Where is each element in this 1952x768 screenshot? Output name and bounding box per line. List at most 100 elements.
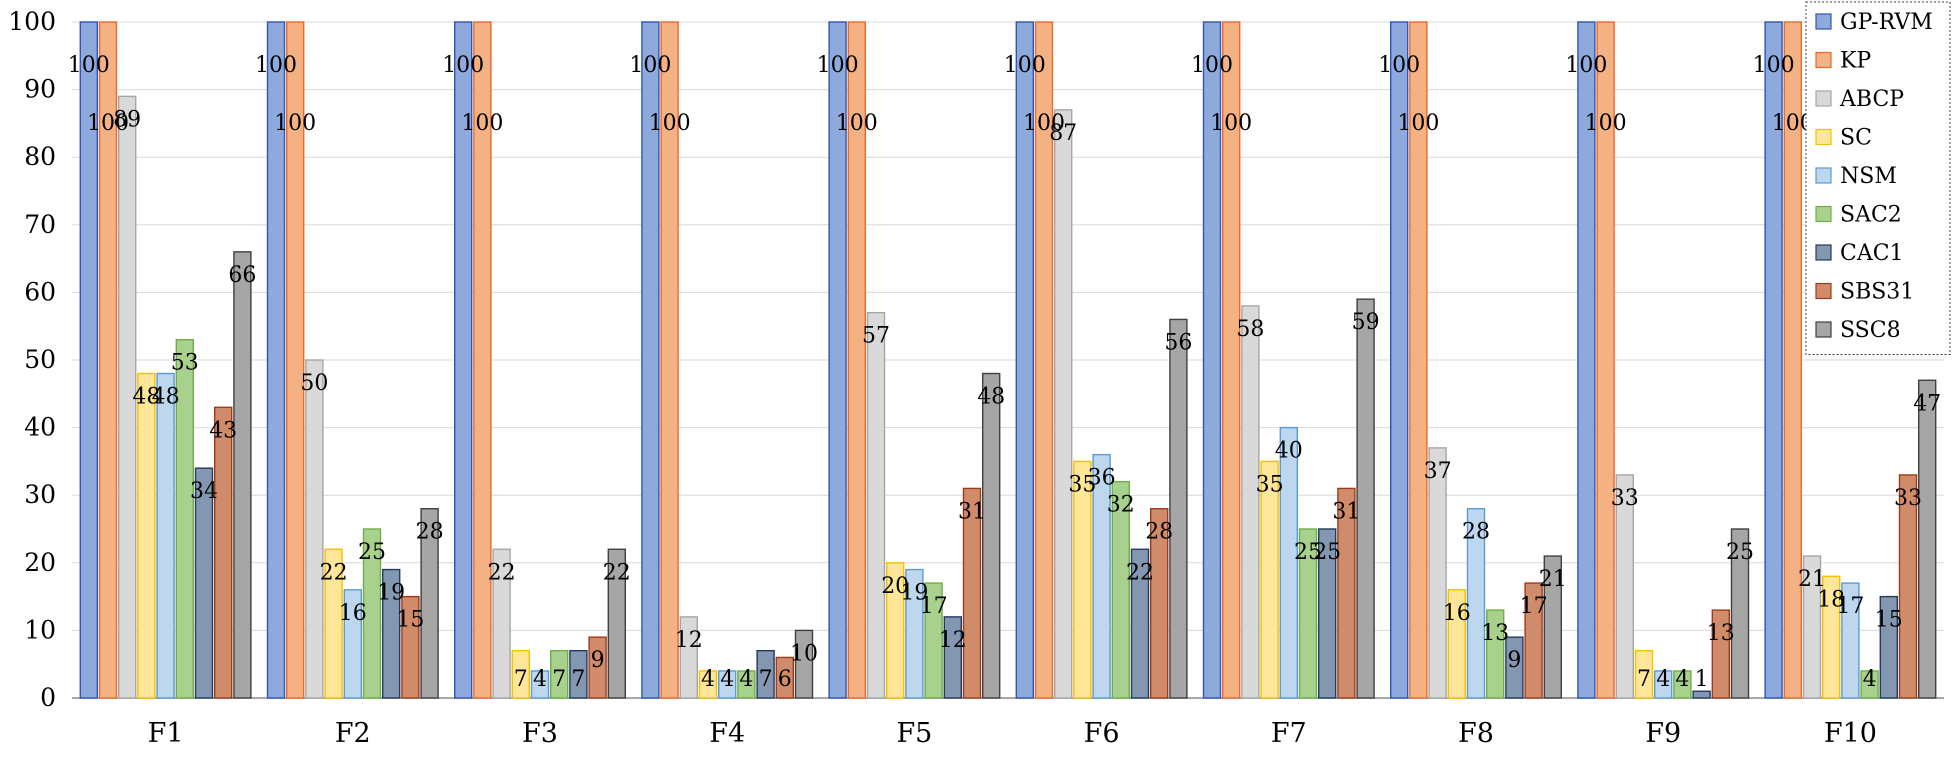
bar-sac2-f4 — [737, 670, 756, 699]
data-label: 4 — [1675, 667, 1689, 692]
x-category-label: F10 — [1824, 718, 1877, 749]
bar-abcp-f8 — [1428, 447, 1447, 699]
data-label: 1 — [1695, 667, 1709, 692]
bar-gp-rvm-f3 — [454, 21, 473, 699]
bar-sc-f9 — [1634, 649, 1654, 699]
data-label: 34 — [190, 479, 218, 504]
data-label: 12 — [939, 628, 967, 653]
x-axis: F1 F2 F3 F4 F5 F6 F7 F8 F9 F10 — [148, 718, 1877, 749]
bar-cac1-f6 — [1130, 548, 1150, 699]
data-label: 33 — [1611, 486, 1639, 511]
legend-swatch — [1815, 244, 1832, 261]
bar-kp-f2 — [286, 21, 305, 699]
data-label: 43 — [209, 418, 237, 443]
data-label: 100 — [442, 53, 484, 78]
data-label: 16 — [339, 601, 367, 626]
bar-sc-f2 — [324, 548, 343, 699]
data-label: 15 — [1875, 608, 1903, 633]
x-category-label: F6 — [1084, 718, 1120, 749]
bar-ssc8-f8 — [1543, 555, 1563, 699]
bar-kp-f8 — [1409, 21, 1428, 699]
legend-swatch — [1815, 321, 1832, 338]
bar-sc-f8 — [1447, 589, 1467, 699]
x-category-label: F2 — [335, 718, 371, 749]
legend-swatch — [1815, 167, 1832, 184]
bar-sac2-f10 — [1860, 670, 1879, 699]
y-tick-label: 90 — [24, 75, 56, 104]
bars — [79, 21, 1937, 699]
data-label: 100 — [87, 111, 129, 136]
legend-entry: SSC8 — [1840, 318, 1901, 343]
bar-sac2-f1 — [175, 339, 195, 699]
data-label: 40 — [1275, 439, 1303, 464]
data-label: 4 — [701, 667, 715, 692]
data-label: 25 — [1726, 540, 1754, 565]
bar-abcp-f3 — [492, 548, 511, 699]
bar-sc-f1 — [137, 372, 156, 699]
bar-sc-f5 — [886, 562, 905, 699]
bar-nsm-f3 — [530, 670, 550, 699]
data-label: 4 — [1656, 667, 1670, 692]
bar-nsm-f1 — [156, 372, 175, 699]
bar-nsm-f6 — [1092, 453, 1111, 699]
bar-nsm-f4 — [718, 670, 737, 699]
y-tick-label: 80 — [24, 142, 56, 171]
bar-sbs31-f9 — [1711, 609, 1731, 699]
data-label: 53 — [171, 351, 199, 376]
legend-entry: NSM — [1840, 164, 1897, 189]
legend-entry: CAC1 — [1840, 241, 1904, 266]
bar-kp-f7 — [1221, 21, 1241, 699]
data-label: 9 — [1507, 648, 1521, 673]
bar-sac2-f9 — [1673, 670, 1692, 699]
data-label: 12 — [675, 628, 703, 653]
data-label: 28 — [1145, 520, 1173, 545]
data-label: 48 — [152, 385, 180, 410]
data-label: 100 — [255, 53, 297, 78]
data-label: 19 — [377, 581, 405, 606]
y-tick-label: 50 — [24, 345, 56, 374]
bar-sbs31-f1 — [213, 406, 233, 699]
data-label: 87 — [1049, 121, 1077, 146]
data-label: 100 — [1565, 53, 1607, 78]
data-label: 37 — [1424, 459, 1452, 484]
legend-entry: SAC2 — [1840, 203, 1902, 228]
data-label: 21 — [1539, 567, 1567, 592]
bar-gp-rvm-f2 — [266, 21, 286, 699]
data-label: 32 — [1107, 493, 1135, 518]
bar-sbs31-f2 — [401, 595, 420, 699]
data-label: 7 — [1637, 667, 1651, 692]
data-label: 28 — [1462, 520, 1490, 545]
data-label: 89 — [113, 107, 141, 132]
bar-cac1-f4 — [756, 649, 775, 699]
data-label: 22 — [603, 560, 631, 585]
data-label: 100 — [1004, 53, 1046, 78]
bar-kp-f10 — [1783, 21, 1803, 699]
bar-sac2-f2 — [362, 528, 382, 699]
data-label: 21 — [1798, 567, 1826, 592]
data-label: 13 — [1481, 621, 1509, 646]
data-label: 100 — [1378, 53, 1420, 78]
bar-sac2-f8 — [1485, 609, 1505, 699]
legend-entry: SBS31 — [1840, 280, 1914, 305]
bar-sbs31-f4 — [775, 656, 794, 699]
bar-nsm-f8 — [1466, 508, 1486, 699]
bar-nsm-f2 — [343, 589, 362, 699]
data-label: 16 — [1443, 601, 1471, 626]
data-label: 100 — [274, 111, 316, 136]
bar-sbs31-f6 — [1149, 508, 1169, 699]
data-label: 58 — [1236, 317, 1264, 342]
bar-sbs31-f7 — [1337, 487, 1356, 699]
bar-sbs31-f3 — [588, 636, 607, 699]
data-label: 7 — [759, 667, 773, 692]
bar-sbs31-f8 — [1524, 582, 1543, 699]
bar-ssc8-f6 — [1169, 318, 1188, 699]
data-label: 100 — [836, 111, 878, 136]
bar-gp-rvm-f4 — [641, 21, 660, 699]
data-label: 4 — [533, 667, 547, 692]
data-label: 100 — [649, 111, 691, 136]
data-label: 35 — [1256, 472, 1284, 497]
data-label: 31 — [1332, 499, 1360, 524]
data-label: 100 — [1191, 53, 1233, 78]
data-label: 100 — [1023, 111, 1065, 136]
